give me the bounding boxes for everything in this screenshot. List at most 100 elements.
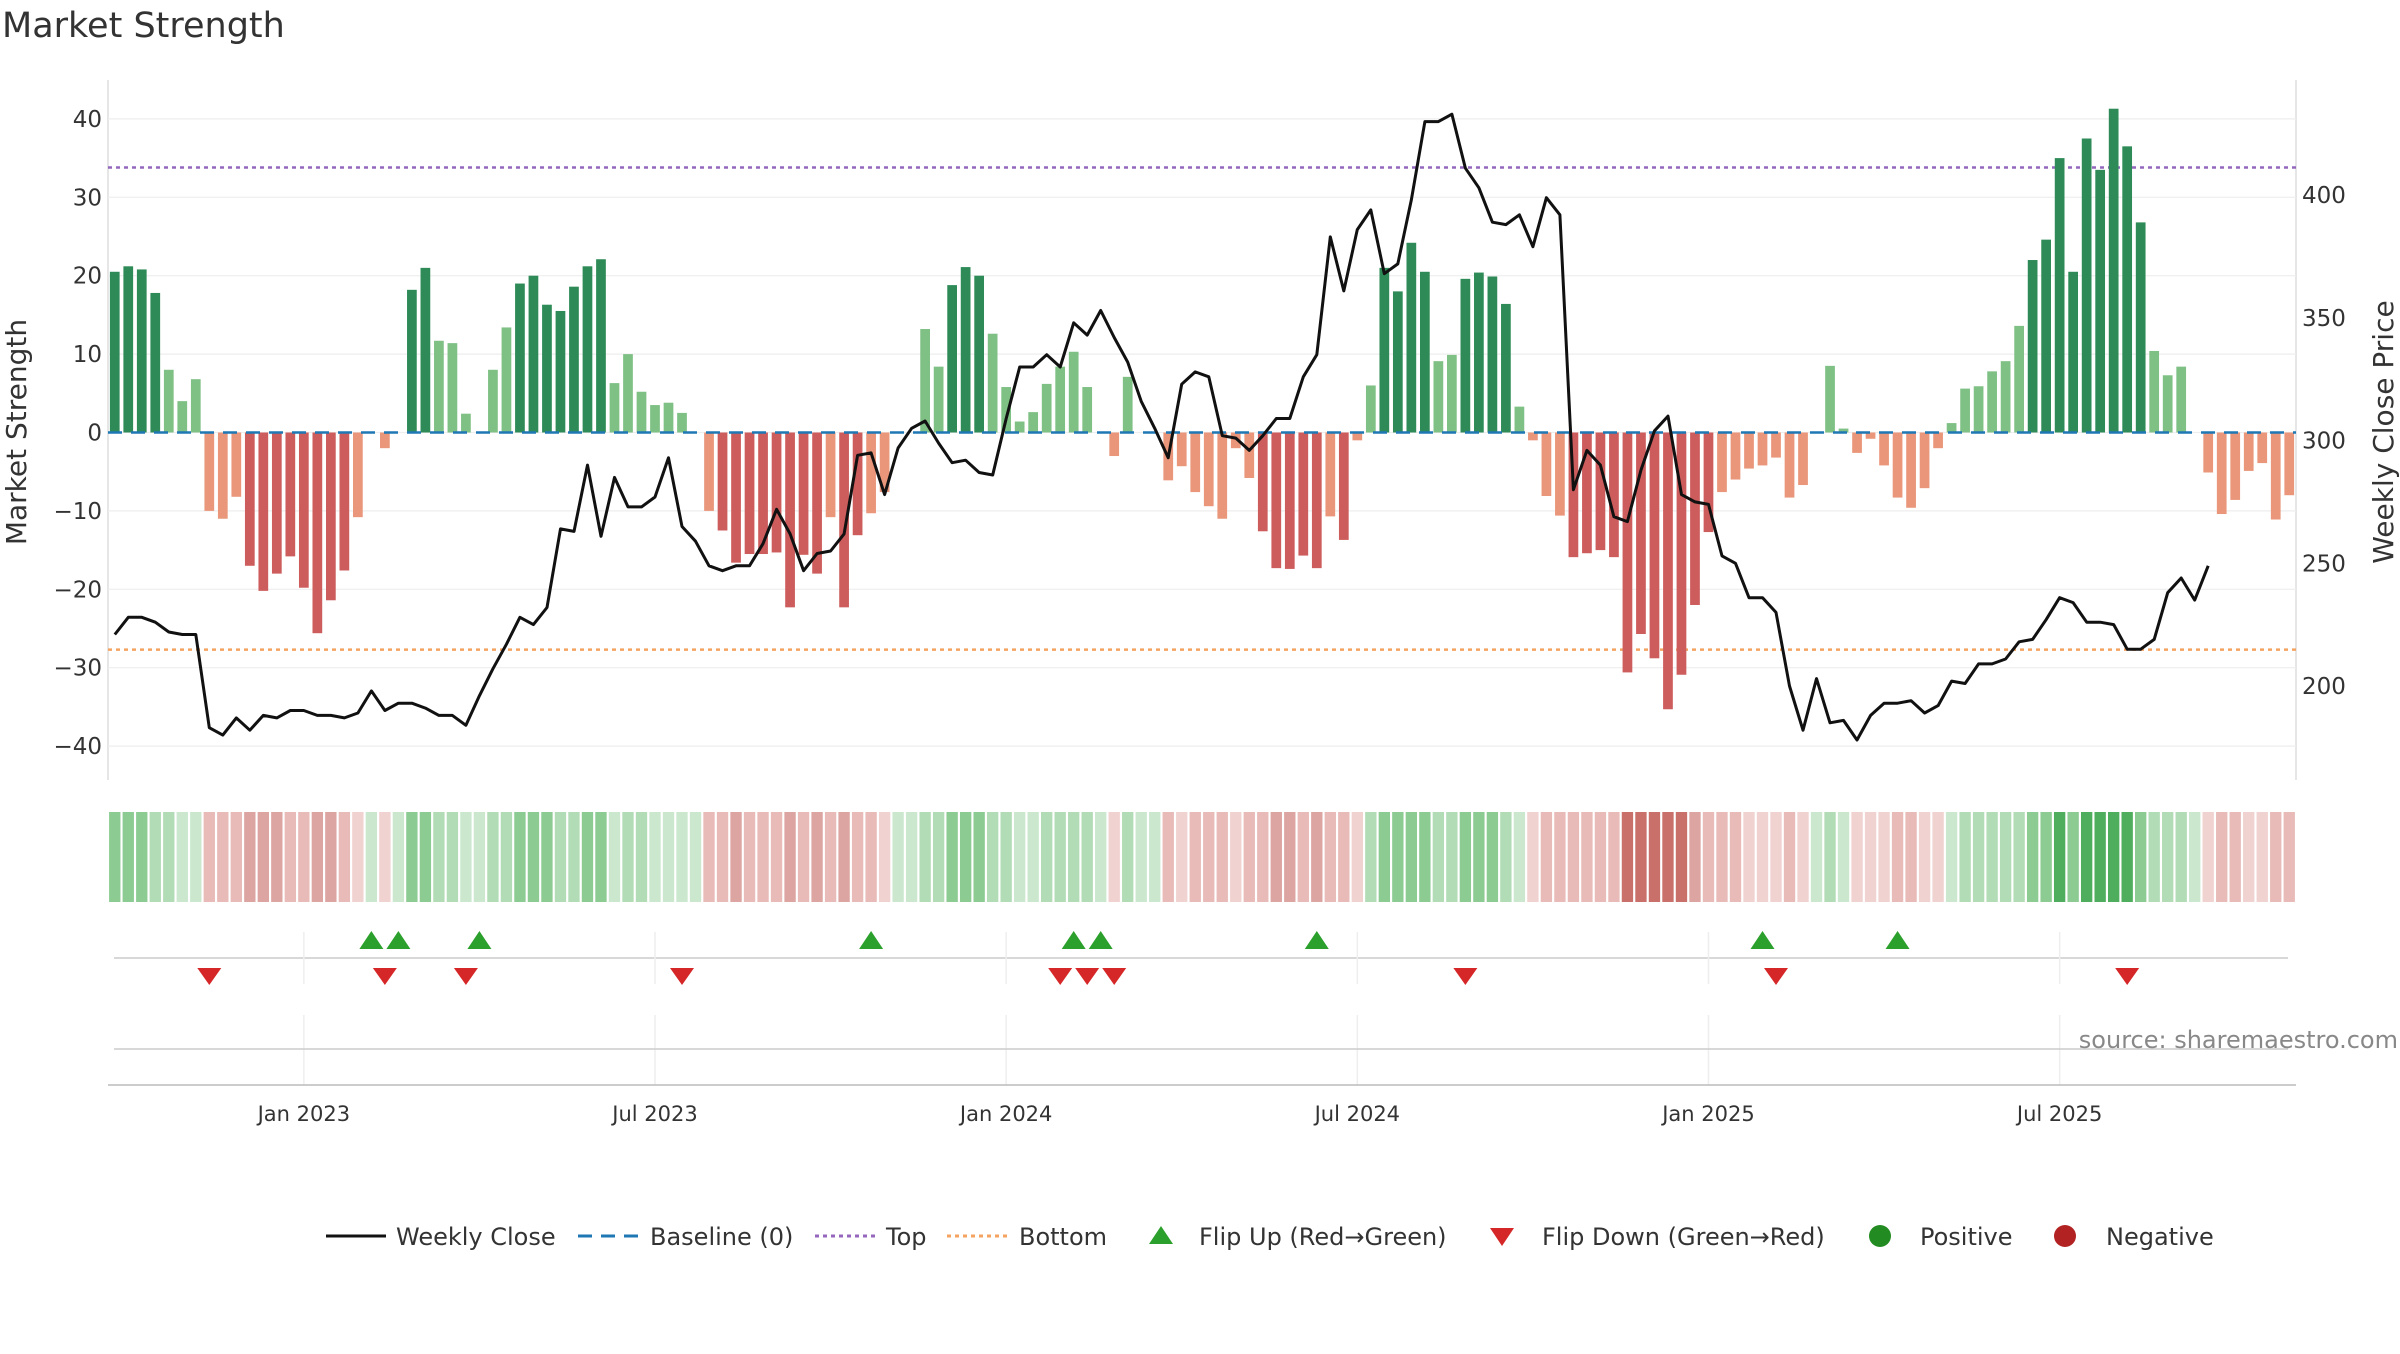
heat-cell: [1162, 812, 1174, 902]
strength-bar: [1946, 423, 1957, 433]
flip-up-marker: [1304, 931, 1329, 949]
flip-down-marker: [1102, 968, 1127, 985]
strength-bar: [2203, 432, 2214, 473]
heat-cell: [2175, 812, 2187, 902]
heat-cell: [1419, 812, 1431, 902]
strength-bar: [231, 432, 242, 497]
strength-bar: [771, 432, 782, 553]
strength-bar: [1595, 432, 1606, 551]
heat-cell: [2013, 812, 2025, 902]
heat-cell: [1797, 812, 1809, 902]
heat-cell: [1986, 812, 1998, 902]
strength-bar: [271, 432, 282, 574]
y-tick-label: 0: [87, 421, 102, 447]
strength-bar: [1379, 267, 1390, 433]
x-tick-label: Jan 2024: [958, 1102, 1053, 1126]
strength-bar: [852, 432, 863, 536]
strength-bar: [2054, 158, 2065, 433]
strength-bar: [1352, 432, 1363, 441]
heat-cell: [2229, 812, 2241, 902]
strength-bar: [2257, 432, 2268, 464]
strength-bar: [501, 327, 512, 433]
strength-bar: [1771, 432, 1781, 458]
strength-bar: [879, 432, 890, 493]
strength-bar: [2243, 432, 2254, 471]
flip-down-marker: [372, 968, 397, 985]
heat-cell: [1405, 812, 1418, 902]
strength-bar: [1284, 432, 1295, 569]
heat-cell: [1432, 812, 1445, 902]
strength-bar: [325, 432, 336, 601]
heat-cell: [230, 812, 242, 902]
strength-bar: [1798, 432, 1808, 486]
heat-cell: [1770, 812, 1782, 902]
strength-bar: [1649, 432, 1660, 659]
strength-bar: [2068, 271, 2079, 433]
strength-bar: [1892, 432, 1903, 498]
strength-bar: [744, 432, 755, 555]
heat-cell: [1959, 812, 1971, 902]
heat-cell: [1891, 812, 1904, 902]
heat-cell: [2067, 812, 2079, 902]
source-label: source: sharemaestro.com: [2079, 1026, 2398, 1054]
heat-cell: [1945, 812, 1958, 902]
strength-bar: [420, 267, 431, 433]
strength-bar: [1717, 432, 1727, 493]
strength-bar: [1541, 432, 1552, 497]
flip-up-marker: [1750, 931, 1775, 949]
strength-bar: [1122, 376, 1133, 433]
heat-cell: [446, 812, 459, 902]
heat-cell: [190, 812, 202, 902]
strength-bar: [920, 329, 930, 433]
heat-cell: [352, 812, 364, 902]
y2-tick-label: 350: [2302, 306, 2346, 332]
strength-bar: [2081, 138, 2092, 433]
strength-bar: [825, 432, 836, 518]
strength-bar: [312, 432, 323, 634]
strength-bar: [1001, 387, 1012, 433]
heat-cell: [878, 812, 891, 902]
strength-bar: [1433, 361, 1444, 433]
strength-bar: [704, 432, 714, 511]
strength-bar: [987, 333, 998, 433]
heat-cell: [1567, 812, 1580, 902]
y-tick-label: 40: [73, 107, 102, 133]
strength-bar: [1203, 432, 1214, 507]
strength-bar: [1055, 366, 1066, 433]
heat-cell: [257, 812, 269, 902]
heat-cell: [379, 812, 391, 902]
heat-cell: [1932, 812, 1944, 902]
flip-down-marker: [1048, 968, 1073, 985]
heat-cell: [568, 812, 580, 902]
heat-cell: [1351, 812, 1363, 902]
strength-bar: [623, 354, 633, 433]
weekly-close-line: [113, 112, 2210, 742]
heat-cell: [203, 812, 215, 902]
strength-bar: [2135, 222, 2146, 433]
strength-bar: [353, 432, 363, 518]
heat-cell: [2135, 812, 2147, 902]
strength-bar: [636, 391, 647, 433]
heat-cell: [1621, 812, 1634, 902]
strength-bar: [1622, 432, 1633, 673]
flip-down-marker: [453, 968, 478, 985]
heat-cell: [2094, 812, 2106, 902]
x-tick-label: Jan 2023: [256, 1102, 351, 1126]
strength-bar: [812, 432, 822, 574]
heat-cell: [1365, 812, 1377, 902]
heat-cell: [2121, 812, 2133, 902]
strength-bar: [1852, 432, 1862, 453]
strength-bar: [960, 267, 971, 433]
heat-cell: [1837, 812, 1850, 902]
strength-bar: [150, 292, 161, 433]
heat-cell: [1500, 812, 1512, 902]
strength-bar: [434, 340, 444, 433]
heat-cell: [1716, 812, 1728, 902]
strength-bar: [1406, 242, 1417, 433]
heat-cell: [284, 812, 297, 902]
heat-cell: [1000, 812, 1012, 902]
heat-cell: [811, 812, 823, 902]
strength-bar: [1041, 383, 1052, 433]
heat-cell: [487, 812, 499, 902]
heat-cell: [1054, 812, 1066, 902]
